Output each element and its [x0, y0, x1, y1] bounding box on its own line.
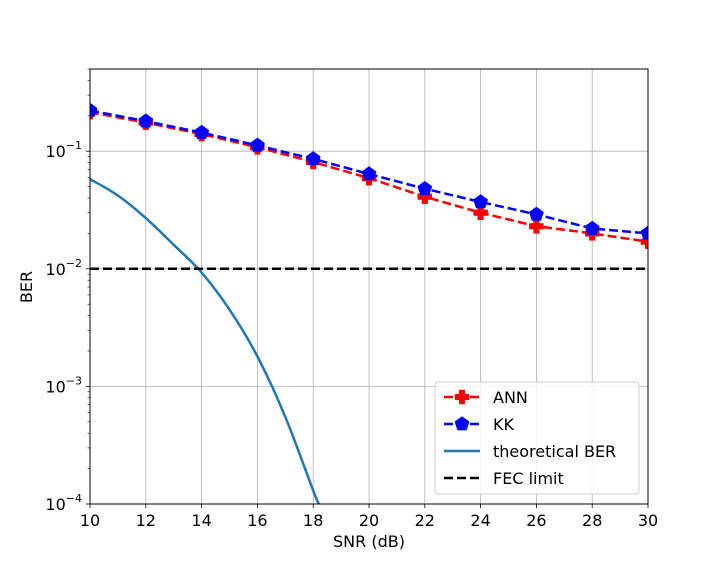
y-tick-base: 10	[45, 260, 65, 279]
y-tick-exponent: −3	[66, 374, 82, 387]
legend-item-kk: KK	[444, 415, 514, 434]
y-tick-base: 10	[45, 377, 65, 396]
x-tick-label: 26	[526, 511, 546, 530]
y-tick-base: 10	[45, 142, 65, 161]
legend-item-theoretical-ber: theoretical BER	[444, 442, 616, 461]
x-tick-label: 20	[359, 511, 379, 530]
data-point-kk	[528, 206, 544, 221]
x-tick-label: 28	[582, 511, 602, 530]
y-tick-exponent: −4	[66, 492, 82, 505]
data-point-kk	[194, 124, 210, 139]
legend-label: theoretical BER	[493, 442, 616, 461]
legend-label: KK	[493, 415, 514, 434]
series-theoretical-ber	[90, 177, 320, 504]
data-point-kk	[90, 102, 98, 117]
series-layer	[90, 102, 648, 504]
y-axis-label: BER	[17, 271, 36, 303]
plot-area	[90, 102, 648, 504]
legend-item-ann: ANN	[444, 388, 528, 407]
y-tick-base: 10	[45, 495, 65, 514]
x-tick-label: 30	[638, 511, 658, 530]
data-point-kk	[361, 166, 377, 181]
y-tick-exponent: −2	[66, 257, 82, 270]
y-tick-label: 10−2	[45, 257, 82, 279]
y-tick-label: 10−4	[45, 492, 82, 514]
data-point-kk	[138, 113, 154, 128]
legend-label: ANN	[493, 388, 528, 407]
legend: ANN KK theoretical BER FEC limit	[434, 381, 640, 495]
x-tick-label: 16	[247, 511, 267, 530]
data-point-kk	[305, 151, 321, 166]
data-point-kk	[473, 194, 489, 209]
x-tick-label: 18	[303, 511, 323, 530]
data-point-kk	[249, 137, 265, 152]
x-axis-label: SNR (dB)	[333, 532, 405, 551]
x-tick-label: 14	[191, 511, 211, 530]
data-point-ann	[473, 205, 488, 220]
y-axis: 10−110−210−310−4	[45, 68, 90, 514]
y-tick-exponent: −1	[66, 139, 82, 152]
x-tick-label: 10	[80, 511, 100, 530]
data-point-kk	[584, 220, 600, 235]
series-kk	[90, 102, 648, 240]
data-point-kk	[640, 225, 648, 240]
legend-marker	[454, 416, 470, 431]
x-tick-label: 22	[415, 511, 435, 530]
legend-item-fec-limit: FEC limit	[444, 469, 564, 488]
x-tick-label: 24	[470, 511, 490, 530]
x-axis: 10 12 14 16 18 20 22 24 26 28 30	[80, 504, 658, 530]
legend-label: FEC limit	[493, 469, 564, 488]
series-line-theoretical-ber	[90, 177, 320, 504]
y-tick-label: 10−3	[45, 374, 82, 396]
legend-box	[434, 381, 640, 495]
data-point-kk	[417, 180, 433, 195]
legend-marker	[454, 389, 470, 405]
data-point-ann	[529, 219, 544, 234]
x-tick-label: 12	[136, 511, 156, 530]
y-tick-label: 10−1	[45, 139, 82, 161]
